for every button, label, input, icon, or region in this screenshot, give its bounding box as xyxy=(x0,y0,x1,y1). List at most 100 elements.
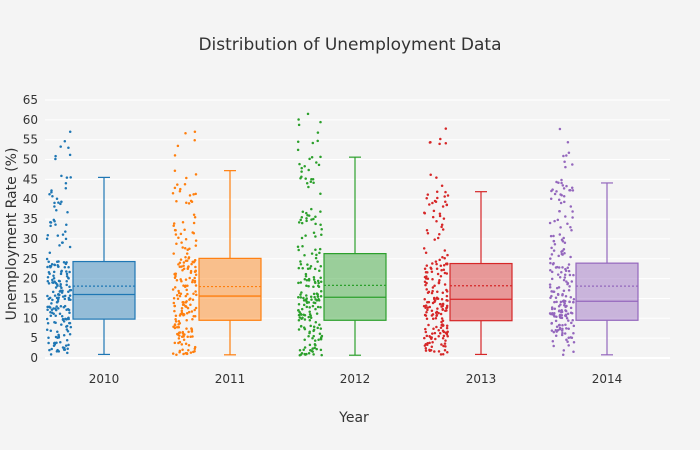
data-point xyxy=(572,324,576,328)
data-point xyxy=(172,224,175,228)
data-point xyxy=(173,286,177,289)
data-point xyxy=(174,320,178,323)
data-point xyxy=(432,209,436,213)
data-point xyxy=(563,276,567,279)
data-point xyxy=(445,299,448,302)
data-point xyxy=(423,298,426,301)
data-point xyxy=(194,290,197,293)
data-point xyxy=(69,176,72,179)
data-point xyxy=(69,298,72,302)
data-point xyxy=(60,286,63,290)
data-point xyxy=(553,300,556,304)
data-point xyxy=(571,210,574,213)
data-point xyxy=(180,265,183,268)
data-point xyxy=(175,200,178,203)
data-point xyxy=(561,327,564,331)
data-point xyxy=(312,334,315,338)
data-point xyxy=(183,228,186,231)
data-point xyxy=(177,323,180,326)
data-point xyxy=(307,168,310,172)
y-tick-label: 40 xyxy=(23,192,38,206)
data-point xyxy=(296,148,300,152)
data-point xyxy=(565,327,568,330)
data-point xyxy=(571,319,574,322)
data-point xyxy=(314,222,317,226)
data-point xyxy=(54,157,57,161)
data-point xyxy=(551,290,555,293)
data-point xyxy=(52,276,56,280)
data-point xyxy=(440,225,443,229)
data-point xyxy=(317,338,320,341)
data-point xyxy=(446,194,450,197)
data-point xyxy=(69,325,73,329)
data-point xyxy=(177,319,181,323)
data-point xyxy=(437,350,441,353)
data-point xyxy=(433,238,436,241)
y-tick-label: 50 xyxy=(23,153,38,167)
data-point xyxy=(316,305,320,309)
data-point xyxy=(555,325,559,329)
data-point xyxy=(307,285,310,288)
data-point xyxy=(563,251,566,255)
data-point xyxy=(60,174,63,178)
data-point xyxy=(171,192,175,195)
data-point xyxy=(552,234,555,238)
data-point xyxy=(444,200,447,204)
data-point xyxy=(47,260,50,264)
data-point xyxy=(54,314,57,318)
data-point xyxy=(50,308,54,312)
data-point xyxy=(192,292,195,296)
box-2010[interactable] xyxy=(72,176,136,356)
box-2013[interactable] xyxy=(449,191,513,356)
data-point xyxy=(174,318,177,321)
box-2012[interactable] xyxy=(323,156,387,356)
boxes xyxy=(72,156,639,356)
data-point xyxy=(296,140,300,144)
data-point xyxy=(60,200,63,204)
data-point xyxy=(316,139,319,143)
data-point xyxy=(47,341,50,345)
data-point xyxy=(309,316,313,319)
data-point xyxy=(320,336,323,339)
data-point xyxy=(309,295,313,298)
data-point xyxy=(183,182,187,186)
data-point xyxy=(307,185,310,189)
data-point xyxy=(436,236,440,240)
data-point xyxy=(57,201,60,204)
data-point xyxy=(425,228,429,232)
data-point xyxy=(303,338,306,341)
data-point xyxy=(433,297,436,301)
data-point xyxy=(572,331,575,335)
data-point xyxy=(559,300,563,304)
data-point xyxy=(559,226,562,229)
data-point xyxy=(297,308,300,312)
data-point xyxy=(313,295,316,299)
data-point xyxy=(439,275,443,278)
data-point xyxy=(178,350,181,354)
data-point xyxy=(65,338,69,342)
data-point xyxy=(57,350,61,353)
data-point xyxy=(435,313,439,317)
box-iqr xyxy=(323,253,387,321)
data-point xyxy=(68,270,71,274)
box-2014[interactable] xyxy=(575,182,639,356)
data-point xyxy=(64,344,68,347)
data-point xyxy=(445,272,449,275)
box-2011[interactable] xyxy=(198,170,262,356)
data-point xyxy=(319,276,322,280)
data-point xyxy=(299,260,302,263)
data-point xyxy=(300,307,304,311)
data-point xyxy=(560,178,563,182)
data-point xyxy=(562,289,566,293)
data-point xyxy=(570,311,574,315)
data-point xyxy=(302,313,305,316)
data-point xyxy=(184,256,187,259)
data-point xyxy=(183,247,187,250)
data-point xyxy=(63,297,67,301)
data-point xyxy=(423,344,427,347)
y-tick-label: 35 xyxy=(23,212,38,226)
data-point xyxy=(423,211,426,215)
data-point xyxy=(446,253,449,257)
data-point xyxy=(181,303,185,307)
data-point xyxy=(61,295,65,298)
